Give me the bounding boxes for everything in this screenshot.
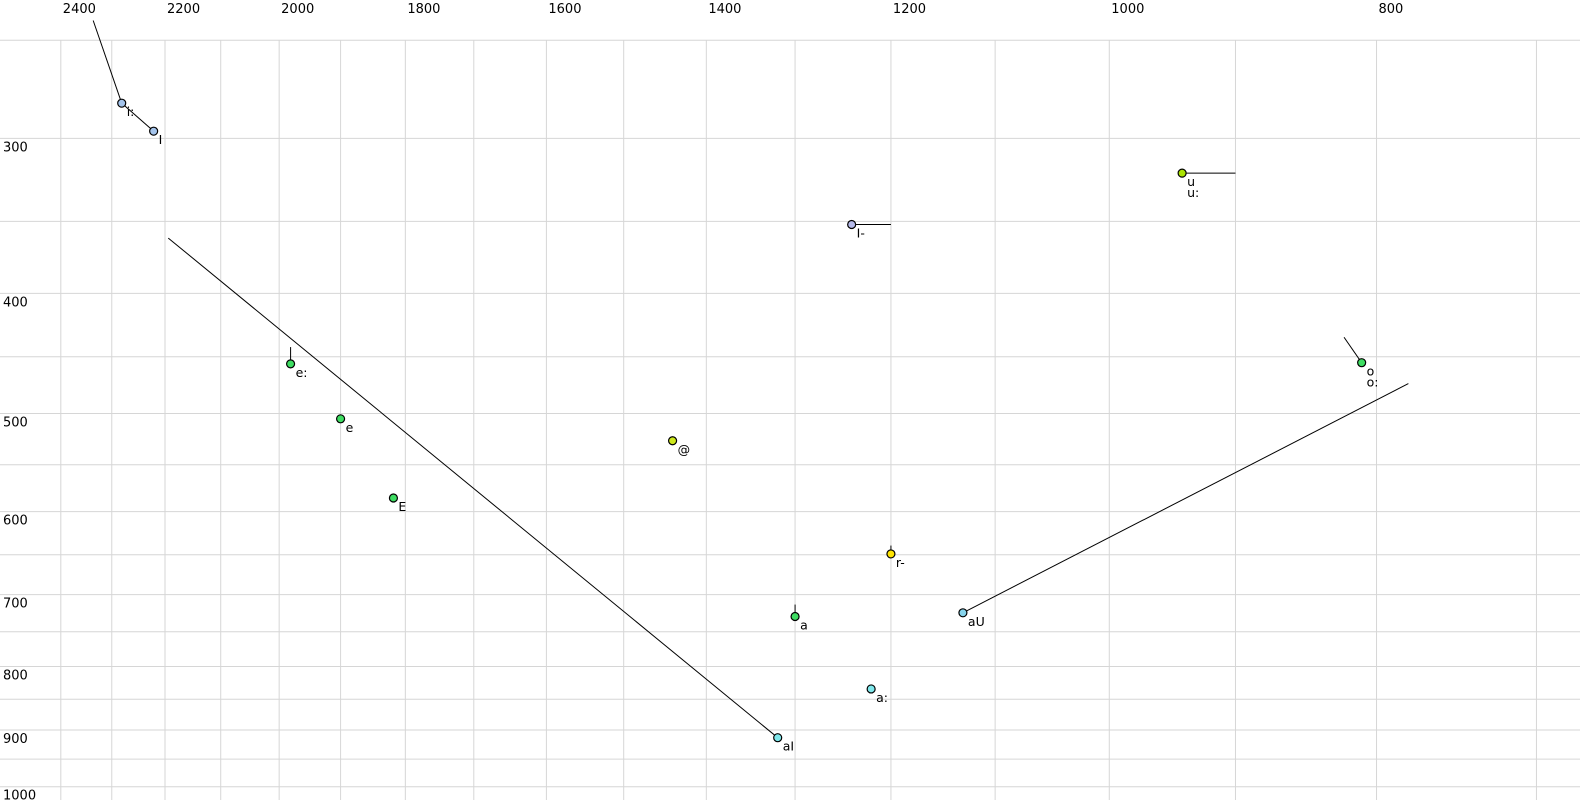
- vowel-point-r-: [886, 549, 896, 559]
- vowel-label-o: o: [1367, 364, 1375, 379]
- vowel-label-a:: a:: [876, 690, 888, 705]
- vowel-point-e: [335, 414, 346, 424]
- vowel-label-o:: o:: [1367, 375, 1379, 390]
- vowel-label-@: @: [678, 442, 691, 457]
- y-tick-300: 300: [3, 140, 28, 155]
- y-tick-700: 700: [3, 597, 28, 612]
- y-tick-500: 500: [3, 415, 28, 430]
- vowel-label-a: a: [800, 618, 808, 633]
- vowel-label-e: e: [346, 420, 354, 435]
- vowel-point-E: [388, 493, 399, 503]
- vowel-label-e:: e:: [296, 365, 308, 380]
- x-tick-2400: 2400: [63, 2, 96, 17]
- vowel-label-i:: i:: [127, 104, 135, 119]
- trajectory-aI-trajectory: [167, 237, 779, 739]
- trajectory-i-to-I: [121, 102, 154, 132]
- vowel-label-E: E: [398, 499, 406, 514]
- vowel-point-i:: [117, 98, 127, 108]
- vowel-label-u: u: [1187, 174, 1195, 189]
- y-tick-1000: 1000: [3, 789, 36, 800]
- vowel-label-I-: I-: [857, 225, 865, 240]
- x-tick-2000: 2000: [281, 2, 314, 17]
- x-tick-1600: 1600: [548, 2, 581, 17]
- vowel-label-aU: aU: [968, 614, 985, 629]
- trajectory-o-onglide: [1343, 336, 1363, 363]
- vowel-label-r-: r-: [896, 555, 905, 570]
- vowel-point-o: [1357, 358, 1367, 368]
- vowel-label-u:: u:: [1187, 185, 1199, 200]
- vowel-label-I: I: [159, 132, 163, 147]
- vowel-point-I: [149, 126, 159, 136]
- vowel-point-aU: [958, 608, 968, 618]
- trajectory-i-onglide: [92, 20, 123, 104]
- x-tick-1200: 1200: [893, 2, 926, 17]
- y-tick-400: 400: [3, 295, 28, 310]
- x-tick-1800: 1800: [407, 2, 440, 17]
- y-tick-900: 900: [3, 732, 28, 747]
- vowel-point-@: [667, 436, 678, 446]
- vowel-point-I-: [847, 219, 857, 230]
- vowel-point-aI: [773, 733, 783, 743]
- trajectory-aU-trajectory: [962, 383, 1409, 614]
- y-tick-600: 600: [3, 514, 28, 529]
- x-tick-1400: 1400: [708, 2, 741, 17]
- x-tick-800: 800: [1379, 2, 1404, 17]
- vowel-point-e:: [285, 359, 296, 369]
- vowel-point-u: [1177, 168, 1187, 178]
- y-tick-800: 800: [3, 669, 28, 684]
- vowel-label-aI: aI: [783, 739, 794, 754]
- x-tick-1000: 1000: [1111, 2, 1144, 17]
- vowel-point-a:: [866, 684, 876, 694]
- x-tick-2200: 2200: [167, 2, 200, 17]
- vowel-point-a: [790, 611, 800, 622]
